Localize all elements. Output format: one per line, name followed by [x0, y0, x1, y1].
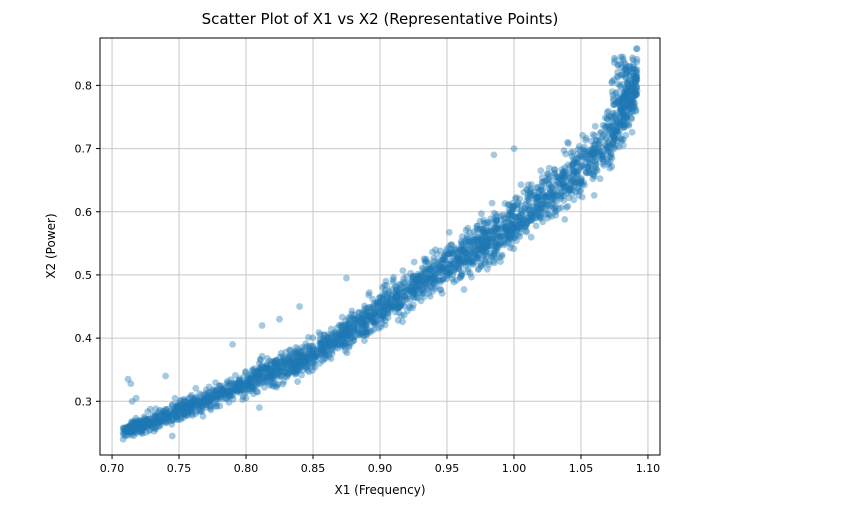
grid-lines — [100, 38, 660, 455]
x-tick-label: 0.95 — [435, 462, 460, 475]
x-tick-label: 1.00 — [502, 462, 527, 475]
y-tick-label: 0.3 — [75, 395, 93, 408]
x-tick-label: 0.85 — [301, 462, 326, 475]
x-tick-label: 0.90 — [368, 462, 393, 475]
y-tick-label: 0.7 — [75, 143, 93, 156]
x-tick-label: 0.80 — [234, 462, 259, 475]
y-tick-label: 0.5 — [75, 269, 93, 282]
y-axis-label: X2 (Power) — [44, 213, 58, 278]
x-tick-label: 1.05 — [569, 462, 594, 475]
y-tick-label: 0.6 — [75, 206, 93, 219]
tick-marks-and-labels: 0.70 0.75 0.80 0.85 0.90 0.95 1.00 1.05 1.10 0.3 0… — [75, 79, 661, 475]
chart-title: Scatter Plot of X1 vs X2 (Representative… — [202, 10, 559, 28]
y-tick-label: 0.8 — [75, 79, 93, 92]
x-tick-label: 0.75 — [167, 462, 192, 475]
x-tick-label: 1.10 — [636, 462, 661, 475]
x-axis-label: X1 (Frequency) — [334, 483, 425, 497]
y-tick-label: 0.4 — [75, 332, 93, 345]
x-tick-label: 0.70 — [100, 462, 125, 475]
scatter-points — [119, 45, 641, 443]
